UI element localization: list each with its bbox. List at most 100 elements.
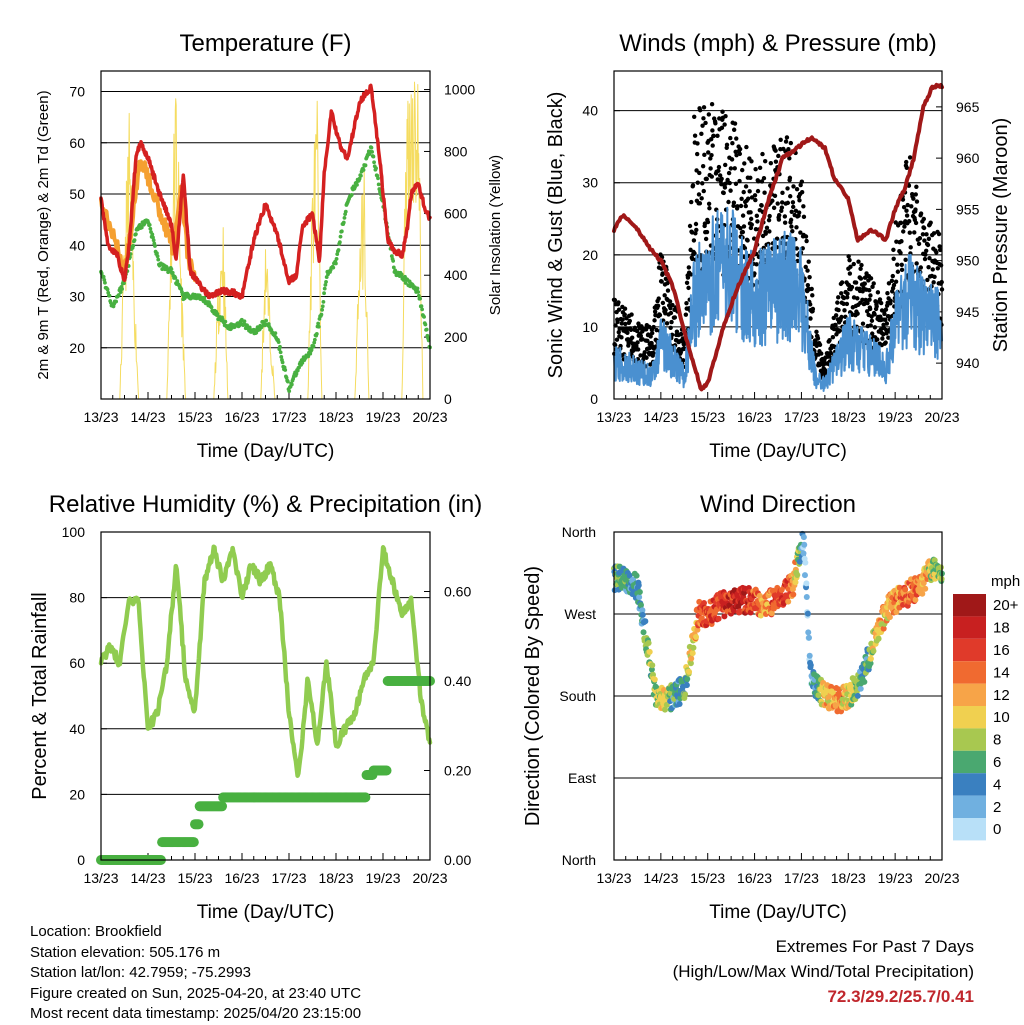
gust-point <box>932 274 937 280</box>
gust-point <box>688 272 694 277</box>
gust-point <box>776 153 781 159</box>
gust-point <box>779 200 785 205</box>
gust-point <box>835 300 840 305</box>
gust-point <box>846 254 851 259</box>
gust-point <box>740 213 746 218</box>
gust-point <box>663 307 668 313</box>
direction-point <box>868 640 875 647</box>
gust-point <box>803 234 809 239</box>
dewpoint-point <box>289 382 294 387</box>
gust-point <box>886 281 892 286</box>
colorbar-swatch <box>953 661 986 684</box>
gust-point <box>921 216 927 222</box>
gust-point <box>847 271 853 276</box>
x-tick-label: 14/23 <box>643 409 678 425</box>
gust-point <box>787 175 793 181</box>
dewpoint-point <box>242 319 247 324</box>
gust-point <box>786 146 791 152</box>
gust-point <box>830 335 836 340</box>
gust-point <box>659 279 664 284</box>
gust-point <box>689 230 695 235</box>
gust-point <box>877 297 883 302</box>
gust-point <box>623 321 628 327</box>
gust-point <box>667 299 673 304</box>
gust-point <box>685 275 691 280</box>
direction-point <box>861 678 868 685</box>
colorbar-label: 16 <box>993 642 1010 659</box>
direction-point <box>686 668 693 675</box>
gust-point <box>726 199 731 205</box>
gust-point <box>784 135 790 140</box>
gust-point <box>931 280 936 285</box>
gust-point <box>776 217 782 222</box>
dewpoint-point <box>116 293 121 297</box>
x-tick-label: 20/23 <box>412 870 447 886</box>
station-location: Location: Brookfield <box>30 923 162 940</box>
gust-point <box>900 197 906 202</box>
gust-point <box>695 141 700 146</box>
gust-point <box>898 220 904 226</box>
gust-point <box>616 330 621 335</box>
gust-point <box>859 262 864 268</box>
panel-2-title: Winds (mph) & Pressure (mb) <box>619 30 936 57</box>
direction-point <box>642 618 649 625</box>
y-tick-label: South <box>559 688 596 704</box>
gust-point <box>855 311 860 316</box>
gust-point <box>649 330 655 336</box>
gust-point <box>723 162 728 168</box>
dewpoint-point <box>284 375 289 380</box>
gust-point <box>779 205 785 210</box>
colorbar-title: mph <box>991 573 1020 590</box>
gust-point <box>903 257 908 263</box>
gust-point <box>733 149 738 154</box>
x-tick-label: 13/23 <box>596 870 631 886</box>
dewpoint-point <box>278 344 282 349</box>
gust-point <box>907 155 913 160</box>
y2-tick-label: 0 <box>444 391 452 407</box>
direction-point <box>803 593 810 600</box>
direction-point <box>870 648 877 655</box>
gust-point <box>893 279 899 284</box>
direction-point <box>688 655 695 662</box>
gust-point <box>715 133 720 139</box>
gust-point <box>749 159 754 164</box>
dewpoint-point <box>403 281 408 285</box>
gust-point <box>937 244 942 249</box>
gust-point <box>701 116 706 121</box>
y2-tick-label: 0.00 <box>444 852 471 868</box>
direction-point <box>649 662 656 669</box>
gust-point <box>753 197 758 203</box>
y2-tick-label: 945 <box>956 304 980 320</box>
gust-point <box>917 236 923 241</box>
gust-point <box>709 152 714 158</box>
x-tick-label: 19/23 <box>365 409 400 425</box>
gust-point <box>806 259 811 264</box>
gust-point <box>722 122 727 127</box>
plot-frame <box>613 70 943 400</box>
gust-point <box>768 160 774 166</box>
gust-point <box>701 105 707 110</box>
dewpoint-point <box>361 168 366 172</box>
x-axis-label: Time (Day/UTC) <box>197 441 335 462</box>
y-tick-label: 10 <box>582 319 598 335</box>
dewpoint-point <box>312 337 317 342</box>
dewpoint-point <box>342 215 347 220</box>
dewpoint-point <box>312 340 317 345</box>
gust-point <box>836 295 841 300</box>
gust-point <box>691 238 697 243</box>
direction-point <box>801 572 808 579</box>
gust-point <box>790 228 795 234</box>
gust-point <box>918 211 924 216</box>
precip-point <box>360 792 371 803</box>
gust-point <box>849 284 855 290</box>
dewpoint-point <box>324 275 329 279</box>
dewpoint-point <box>102 278 107 282</box>
direction-point <box>636 594 643 601</box>
gust-point <box>622 306 628 311</box>
gust-point <box>740 167 745 173</box>
y2-tick-label: 950 <box>956 253 980 269</box>
gust-point <box>883 317 888 322</box>
gust-point <box>696 192 702 197</box>
dewpoint-point <box>147 223 152 227</box>
gust-point <box>836 307 841 313</box>
